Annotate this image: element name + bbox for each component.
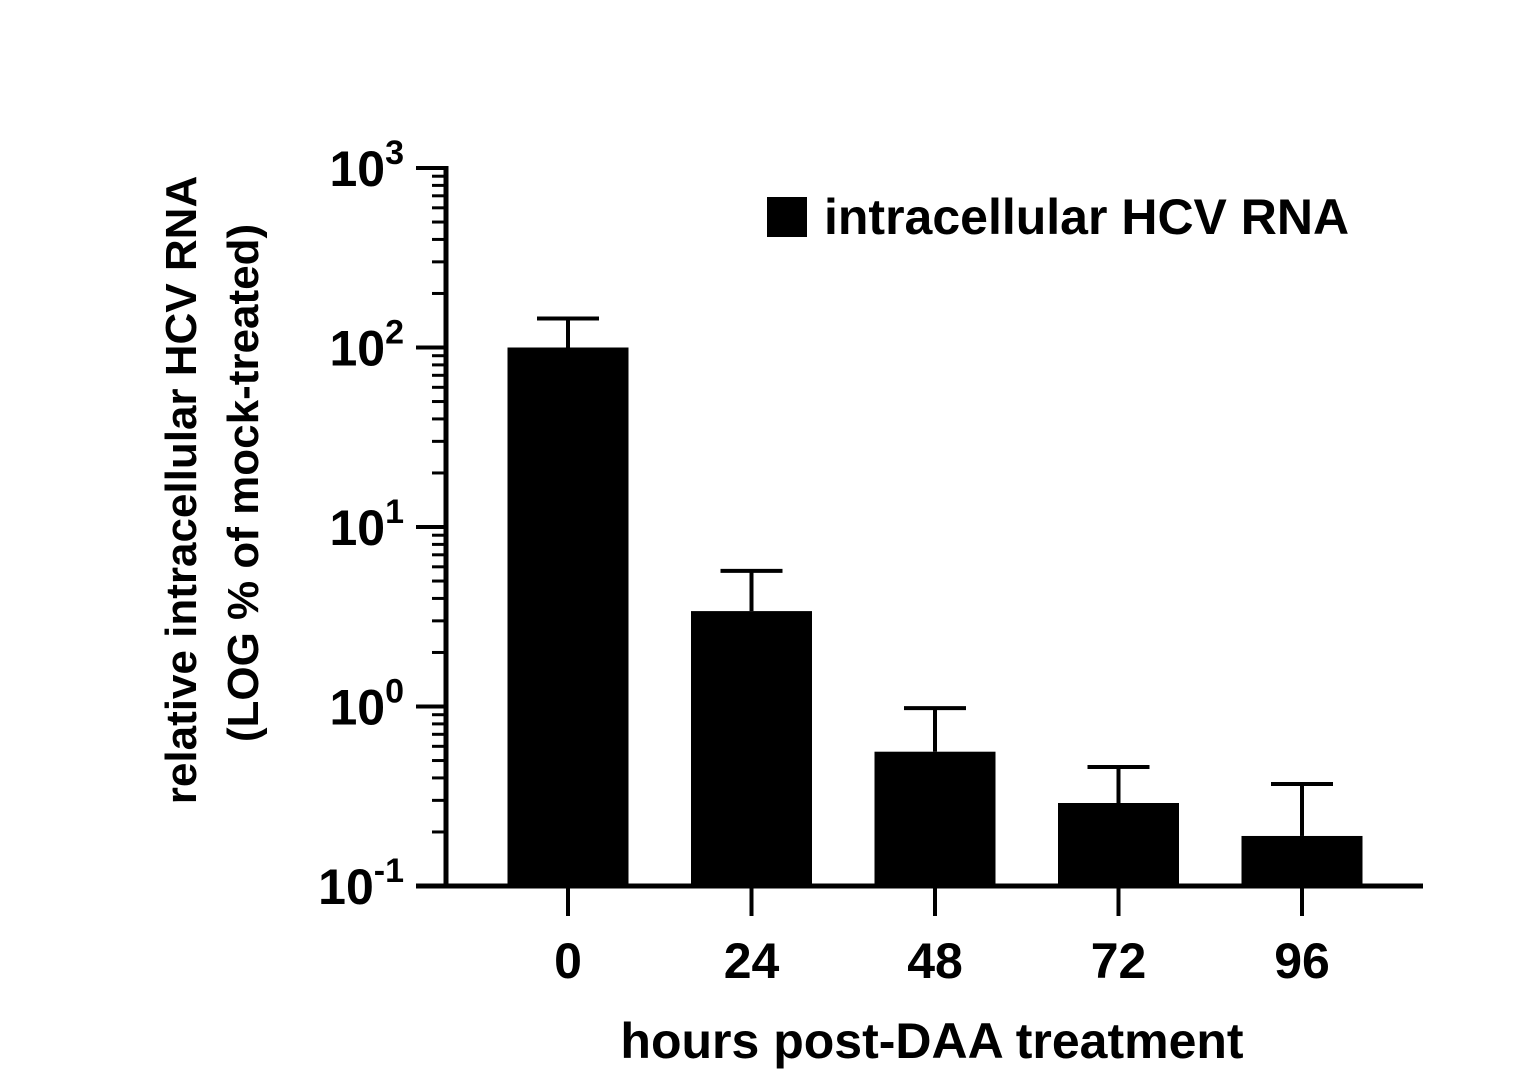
x-tick-label-0: 0 — [554, 933, 582, 989]
y-axis-title-line1: relative intracellular HCV RNA — [157, 176, 206, 804]
bars-layer — [507, 347, 1363, 886]
bar-72 — [1058, 802, 1179, 886]
y-tick-label: 101 — [329, 493, 404, 556]
y-tick-label: 10-1 — [318, 852, 404, 915]
y-tick-label: 103 — [329, 134, 404, 197]
x-tick-labels-layer: 0 24 48 72 96 — [554, 933, 1330, 989]
x-tick-label-24: 24 — [724, 933, 780, 989]
bar-0 — [507, 347, 629, 886]
legend-label: intracellular HCV RNA — [824, 189, 1349, 245]
bar-96 — [1241, 835, 1363, 886]
y-tick-label: 100 — [329, 673, 404, 736]
x-tick-label-96: 96 — [1274, 933, 1330, 989]
x-axis-title: hours post-DAA treatment — [620, 1013, 1244, 1069]
y-axis-title-line2: (LOG % of mock-treated) — [219, 224, 268, 742]
bar-48 — [874, 751, 996, 886]
legend: intracellular HCV RNA — [767, 189, 1349, 245]
x-tick-label-72: 72 — [1091, 933, 1147, 989]
y-tick-label: 102 — [329, 314, 404, 377]
y-ticks-layer: 103 102 101 100 10-1 — [318, 134, 446, 915]
legend-swatch — [767, 197, 807, 237]
x-tick-label-48: 48 — [907, 933, 963, 989]
bar-24 — [691, 611, 812, 886]
error-bars-layer — [537, 316, 1333, 836]
